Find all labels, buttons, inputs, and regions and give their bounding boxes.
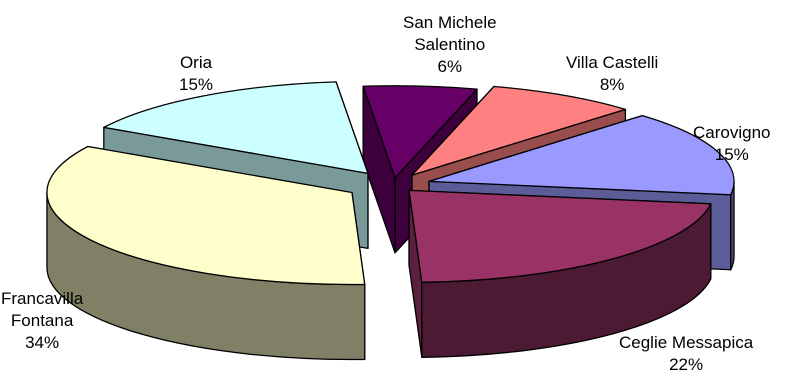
slice-label-text: Ceglie Messapica — [619, 333, 754, 352]
slice-percent: 15% — [179, 75, 214, 94]
slice-label: Ceglie Messapica 22% — [619, 332, 753, 376]
slice-label: Oria 15% — [179, 52, 213, 96]
slice-percent: 6% — [437, 57, 463, 76]
slice-label: Villa Castelli 8% — [566, 52, 658, 96]
slice-label-text: Villa Castelli — [566, 53, 659, 72]
slice-label-text: San Michele — [403, 13, 497, 32]
pie-slice — [362, 85, 478, 179]
pie-slice — [46, 145, 366, 286]
pie-slice — [411, 85, 627, 176]
slice-label: Carovigno 15% — [693, 122, 771, 166]
pie-slice — [408, 189, 712, 283]
slice-percent: 8% — [599, 75, 625, 94]
slice-label-text: Fontana — [10, 311, 74, 330]
slice-label-text: Francavilla — [1, 289, 84, 308]
slice-percent: 15% — [714, 145, 749, 164]
slice-label: Francavilla Fontana 34% — [1, 288, 83, 354]
pie-slice — [428, 114, 735, 196]
slice-label-text: Carovigno — [693, 123, 771, 142]
slice-label-text: Oria — [179, 53, 213, 72]
slice-percent: 22% — [669, 355, 704, 374]
slice-percent: 34% — [25, 333, 60, 352]
pie-slice — [103, 81, 369, 175]
slice-label: San Michele Salentino 6% — [403, 12, 497, 78]
slice-label-text: Salentino — [414, 35, 486, 54]
